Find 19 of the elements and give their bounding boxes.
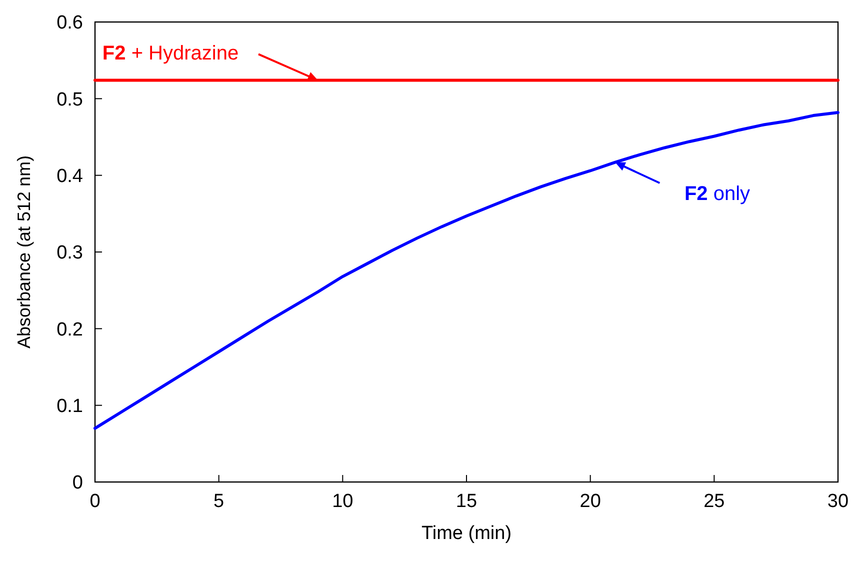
x-axis-title: Time (min) (421, 523, 512, 544)
line-series (94, 110, 840, 430)
y-tick-label: 0.4 (56, 166, 84, 187)
y-axis-title: Absorbance (at 512 nm) (14, 155, 34, 349)
x-tick-label: 25 (704, 491, 725, 512)
x-tick-label: 30 (827, 491, 849, 512)
x-tick-label: 10 (332, 491, 354, 512)
y-tick-label: 0 (72, 472, 83, 494)
x-tick-label: 15 (456, 491, 478, 512)
y-tick-label: 0.1 (56, 396, 83, 417)
y-tick-label: 0.5 (56, 89, 83, 110)
y-tick-label: 0.3 (56, 242, 83, 264)
x-tick-label: 5 (214, 491, 224, 512)
annotation: F2 only (684, 182, 750, 205)
y-tick-label: 0.2 (56, 319, 83, 340)
x-tick-label: 0 (90, 491, 100, 512)
annotation: F2 + Hydrazine (102, 42, 239, 65)
x-tick-label: 20 (580, 491, 601, 512)
y-tick-label: 0.6 (56, 12, 83, 34)
